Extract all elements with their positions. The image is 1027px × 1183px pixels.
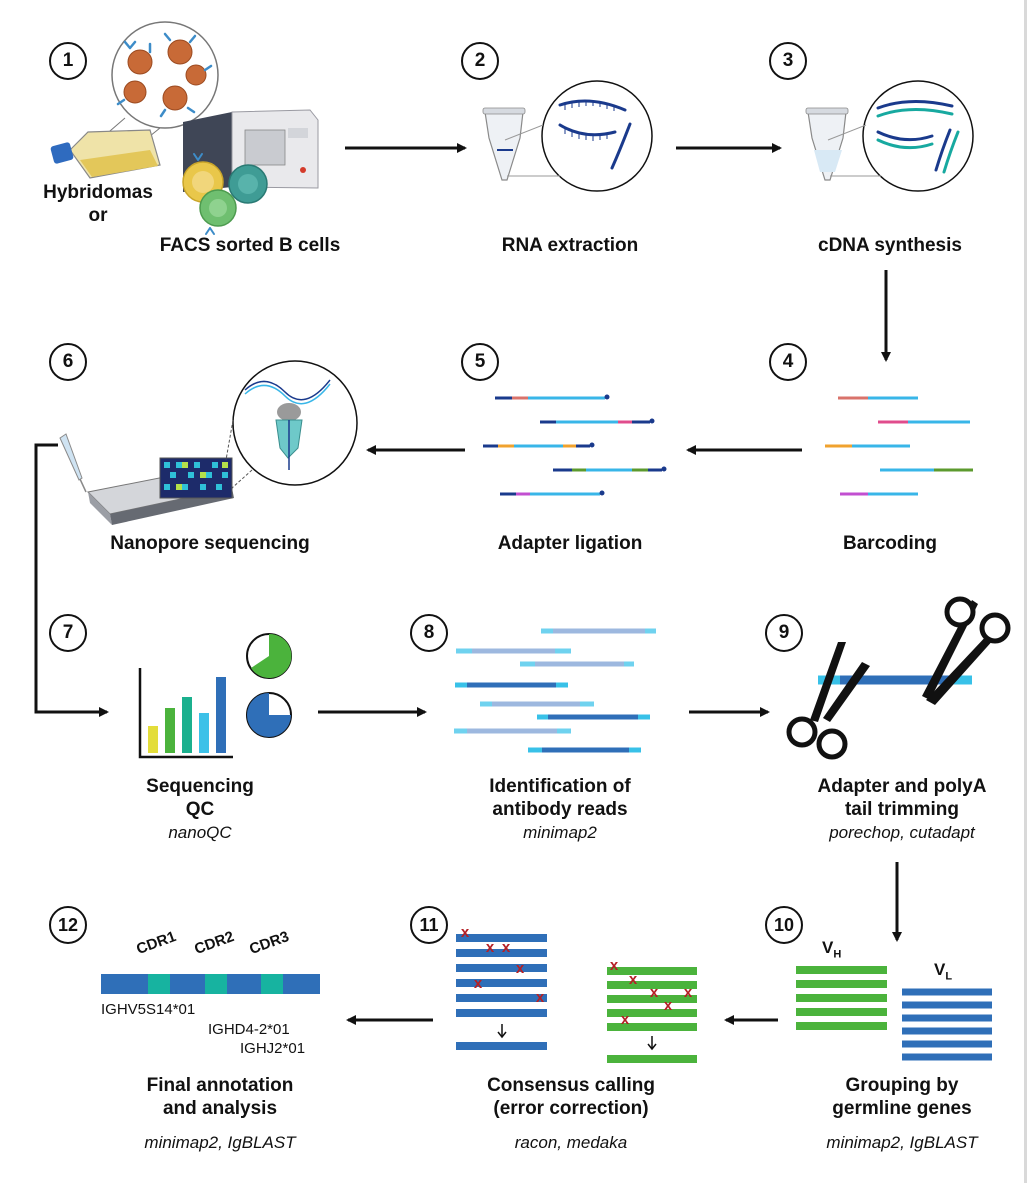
rna-extraction-label: RNA extraction — [501, 235, 639, 256]
rna-illustration — [482, 80, 653, 192]
ighd-gene-label: IGHD4-2*01 — [208, 1021, 290, 1038]
barcoding-label: Barcoding — [843, 533, 937, 554]
vl-subscript: L — [945, 970, 953, 983]
tube-icon — [484, 111, 524, 181]
cells-illustration — [50, 21, 319, 235]
sequencing-qc-label: Sequencing — [146, 776, 254, 797]
error-mark: x — [664, 997, 673, 1014]
bar-chart-axes — [138, 668, 233, 759]
flow-cell-icon — [159, 457, 233, 499]
b-cells-icon — [182, 153, 268, 235]
trimming-label: Adapter and polyA — [817, 776, 987, 797]
error-mark: x — [684, 984, 693, 1001]
antibody-reads — [454, 628, 656, 753]
step-7-badge: 7 — [49, 614, 87, 652]
vl-label: VL — [934, 960, 952, 982]
trimming-illustration — [786, 596, 1011, 760]
cdna-illustration — [805, 80, 974, 192]
step-5-badge: 5 — [461, 343, 499, 381]
consensus-label-line2: (error correction) — [493, 1098, 649, 1119]
step-4-badge: 4 — [769, 343, 807, 381]
culture-flask-icon — [50, 129, 161, 179]
final-annotation-label-line2: and analysis — [162, 1098, 278, 1119]
step-10-badge: 10 — [765, 906, 803, 944]
pie-chart-blue-icon — [246, 692, 292, 738]
error-mark: x — [621, 1011, 630, 1028]
step-6-badge: 6 — [49, 343, 87, 381]
identification-label: Identification of — [489, 776, 631, 797]
nanopore-illustration — [59, 360, 358, 525]
ighj-gene-label: IGHJ2*01 — [240, 1040, 306, 1057]
final-annotation-label: Final annotation — [146, 1075, 294, 1096]
adapter-ligation-label: Adapter ligation — [497, 533, 643, 554]
error-mark: x — [502, 939, 511, 956]
page-edge — [1024, 0, 1027, 1183]
cdr3-segment — [261, 974, 283, 994]
vh-letter: V — [822, 938, 834, 957]
facs-label: FACS sorted B cells — [159, 235, 341, 256]
grouping-tools: minimap2, IgBLAST — [826, 1133, 978, 1152]
step-9-badge: 9 — [765, 614, 803, 652]
pie-chart-green-icon — [246, 633, 292, 679]
error-mark: x — [629, 971, 638, 988]
error-mark: x — [610, 957, 619, 974]
vh-group — [796, 966, 887, 1030]
vh-subscript: H — [833, 948, 842, 961]
error-mark: x — [650, 984, 659, 1001]
consensus-down-arrows — [497, 1024, 657, 1051]
annotation-tools: minimap2, IgBLAST — [144, 1133, 296, 1152]
cdr2-segment — [205, 974, 227, 994]
step-11-badge: 11 — [410, 906, 448, 944]
racon-medaka-tool: racon, medaka — [514, 1133, 628, 1152]
nanoqc-tool: nanoQC — [168, 823, 232, 842]
cdr1-segment — [148, 974, 170, 994]
error-mark: x — [486, 939, 495, 956]
grouping-label: Grouping by — [845, 1075, 959, 1096]
identification-label-line2: antibody reads — [492, 799, 628, 820]
adapter-strands — [483, 394, 667, 496]
trimming-label-line2: tail trimming — [844, 799, 959, 820]
grouping-label-line2: germline genes — [832, 1098, 972, 1119]
consensus-label: Consensus calling — [487, 1075, 655, 1096]
scissors-right-icon — [922, 596, 1011, 705]
vl-letter: V — [934, 960, 946, 979]
cdna-synthesis-label: cDNA synthesis — [818, 235, 962, 256]
hybridomas-label: Hybridomas — [43, 182, 153, 203]
consensus-green — [607, 967, 697, 1063]
error-mark: x — [536, 989, 545, 1006]
step-8-badge: 8 — [410, 614, 448, 652]
nanopore-sequencing-label: Nanopore sequencing — [110, 533, 310, 554]
minimap2-tool: minimap2 — [523, 823, 597, 842]
qc-illustration — [138, 633, 292, 759]
barcoded-strands — [825, 396, 973, 496]
or-label: or — [88, 205, 108, 226]
error-mark: x — [516, 960, 525, 977]
vl-group — [902, 988, 992, 1061]
step-2-badge: 2 — [461, 42, 499, 80]
pore-protein-icon — [275, 403, 303, 470]
scissors-left-icon — [786, 642, 870, 760]
antibody-gene-bar — [101, 974, 320, 994]
step-1-badge: 1 — [49, 42, 87, 80]
error-mark: x — [474, 975, 483, 992]
error-mark: x — [461, 924, 470, 941]
porechop-cutadapt-tool: porechop, cutadapt — [829, 823, 975, 842]
vh-label: VH — [822, 938, 841, 960]
step-3-badge: 3 — [769, 42, 807, 80]
flow-arrows — [34, 143, 902, 1025]
pipette-icon — [59, 433, 83, 481]
arrow-6-to-7 — [34, 443, 109, 717]
step-12-badge: 12 — [49, 906, 87, 944]
consensus-blue — [456, 934, 547, 1050]
ighv-gene-label: IGHV5S14*01 — [101, 1001, 196, 1018]
sequencing-qc-label-line2: QC — [185, 799, 215, 820]
